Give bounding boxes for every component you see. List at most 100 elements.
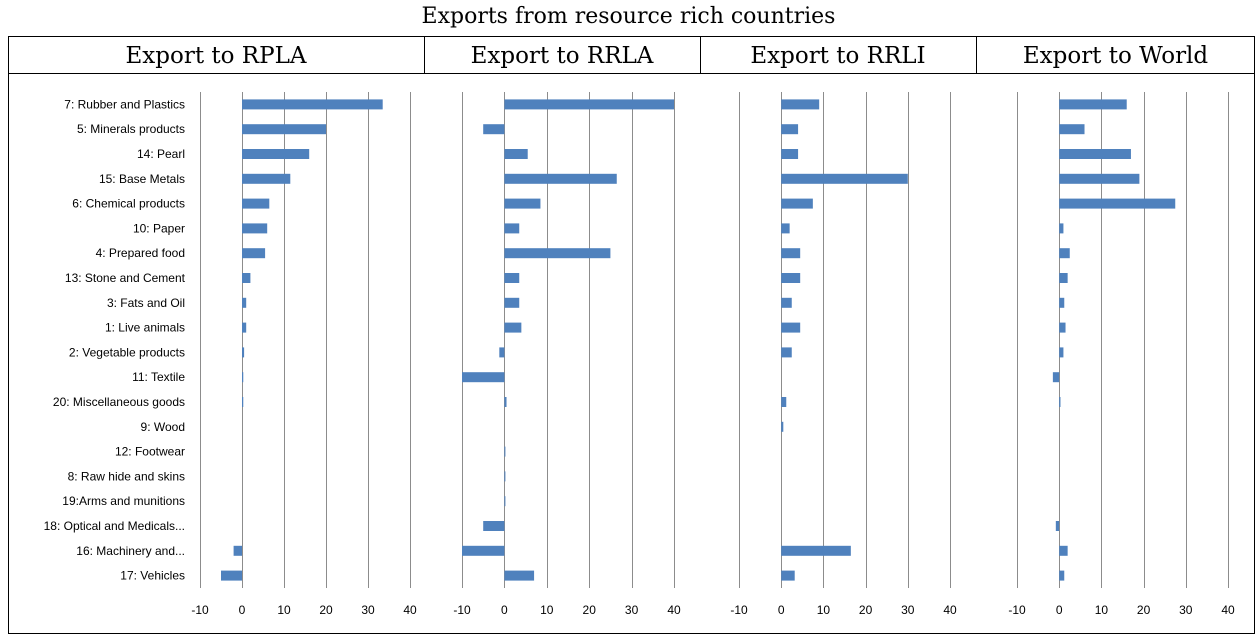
bar [462,372,505,383]
bar [504,570,535,581]
x-tick-label: 30 [361,603,375,617]
bar [781,99,820,110]
x-tick-label: 10 [277,603,291,617]
bar [781,273,801,283]
category-label: 10: Paper [133,221,185,235]
bar [504,496,506,507]
category-label: 5: Minerals products [77,122,185,136]
bar [242,124,326,135]
bar [504,223,520,234]
bar [781,397,787,407]
x-tick-label: 40 [943,603,957,617]
bar [242,372,244,383]
bar [1052,372,1060,383]
bar [781,173,908,184]
bar [1059,545,1068,556]
bar [504,99,674,110]
bar [1059,297,1065,308]
category-label: 14: Pearl [137,147,185,161]
bar [242,397,244,407]
category-label: 2: Vegetable products [69,345,185,359]
bar [1059,99,1127,110]
bar [242,347,245,358]
header-divider [976,36,977,74]
bar [1059,570,1065,581]
x-tick-label: 30 [901,603,915,617]
bar [504,297,520,308]
x-tick-label: 0 [239,603,246,617]
bar [483,521,505,531]
category-label: 17: Vehicles [120,569,185,583]
category-label: 12: Footwear [115,445,185,459]
bar [504,248,611,259]
bar [1059,124,1085,135]
x-tick-label: 10 [1095,603,1109,617]
x-tick-label: 40 [1221,603,1235,617]
x-tick-label: 10 [817,603,831,617]
chart-frame [8,36,1255,634]
x-tick-label: -10 [730,603,748,617]
bar [242,223,268,234]
bar [504,273,520,283]
bar [242,297,247,308]
bar [504,471,506,482]
bar [1059,347,1064,358]
bar [233,545,242,556]
bar [242,173,291,184]
x-tick-label: -10 [1008,603,1026,617]
bar [781,198,813,209]
x-tick-label: -10 [191,603,209,617]
bar [504,322,522,333]
category-label: 4: Prepared food [96,246,185,260]
category-label: 13: Stone and Cement [65,271,186,285]
bar [504,397,507,407]
category-label: 8: Raw hide and skins [68,469,185,483]
bar [1059,223,1064,234]
x-tick-label: -10 [453,603,471,617]
x-tick-label: 10 [540,603,554,617]
bar [781,124,799,135]
category-label: 9: Wood [141,420,185,434]
category-label: 7: Rubber and Plastics [64,97,185,111]
bar [242,322,247,333]
bar [1055,521,1060,531]
bar [1059,248,1070,259]
category-label: 3: Fats and Oil [107,296,185,310]
panel-title-rrla: Export to RRLA [470,43,654,69]
panel-title-rrli: Export to RRLI [750,43,926,69]
bar [781,248,801,259]
category-label: 11: Textile [132,370,185,384]
category-label: 19:Arms and munitions [62,494,185,508]
bar [781,570,795,581]
bar [781,223,790,234]
bar [1059,273,1068,283]
x-tick-label: 0 [501,603,508,617]
x-tick-label: 20 [859,603,873,617]
x-tick-label: 40 [403,603,417,617]
x-tick-label: 0 [778,603,785,617]
bar [242,149,310,159]
bar [504,149,528,159]
bar [483,124,505,135]
x-tick-label: 20 [319,603,333,617]
bar [781,149,799,159]
bar [242,248,266,259]
bar [1059,322,1066,333]
bar [499,347,505,358]
bar [1059,149,1131,159]
bar [504,198,541,209]
header-divider [424,36,425,74]
chart-title: Exports from resource rich countries [421,4,836,29]
category-label: 20: Miscellaneous goods [53,395,185,409]
bar [1059,397,1061,407]
category-label: 18: Optical and Medicals... [44,519,185,533]
x-tick-label: 20 [583,603,597,617]
x-tick-label: 20 [1137,603,1151,617]
bar [221,570,242,581]
header-divider [700,36,701,74]
bar [781,421,784,432]
panel-title-rpla: Export to RPLA [125,43,307,69]
bar [781,322,801,333]
panel-title-world: Export to World [1022,43,1209,69]
